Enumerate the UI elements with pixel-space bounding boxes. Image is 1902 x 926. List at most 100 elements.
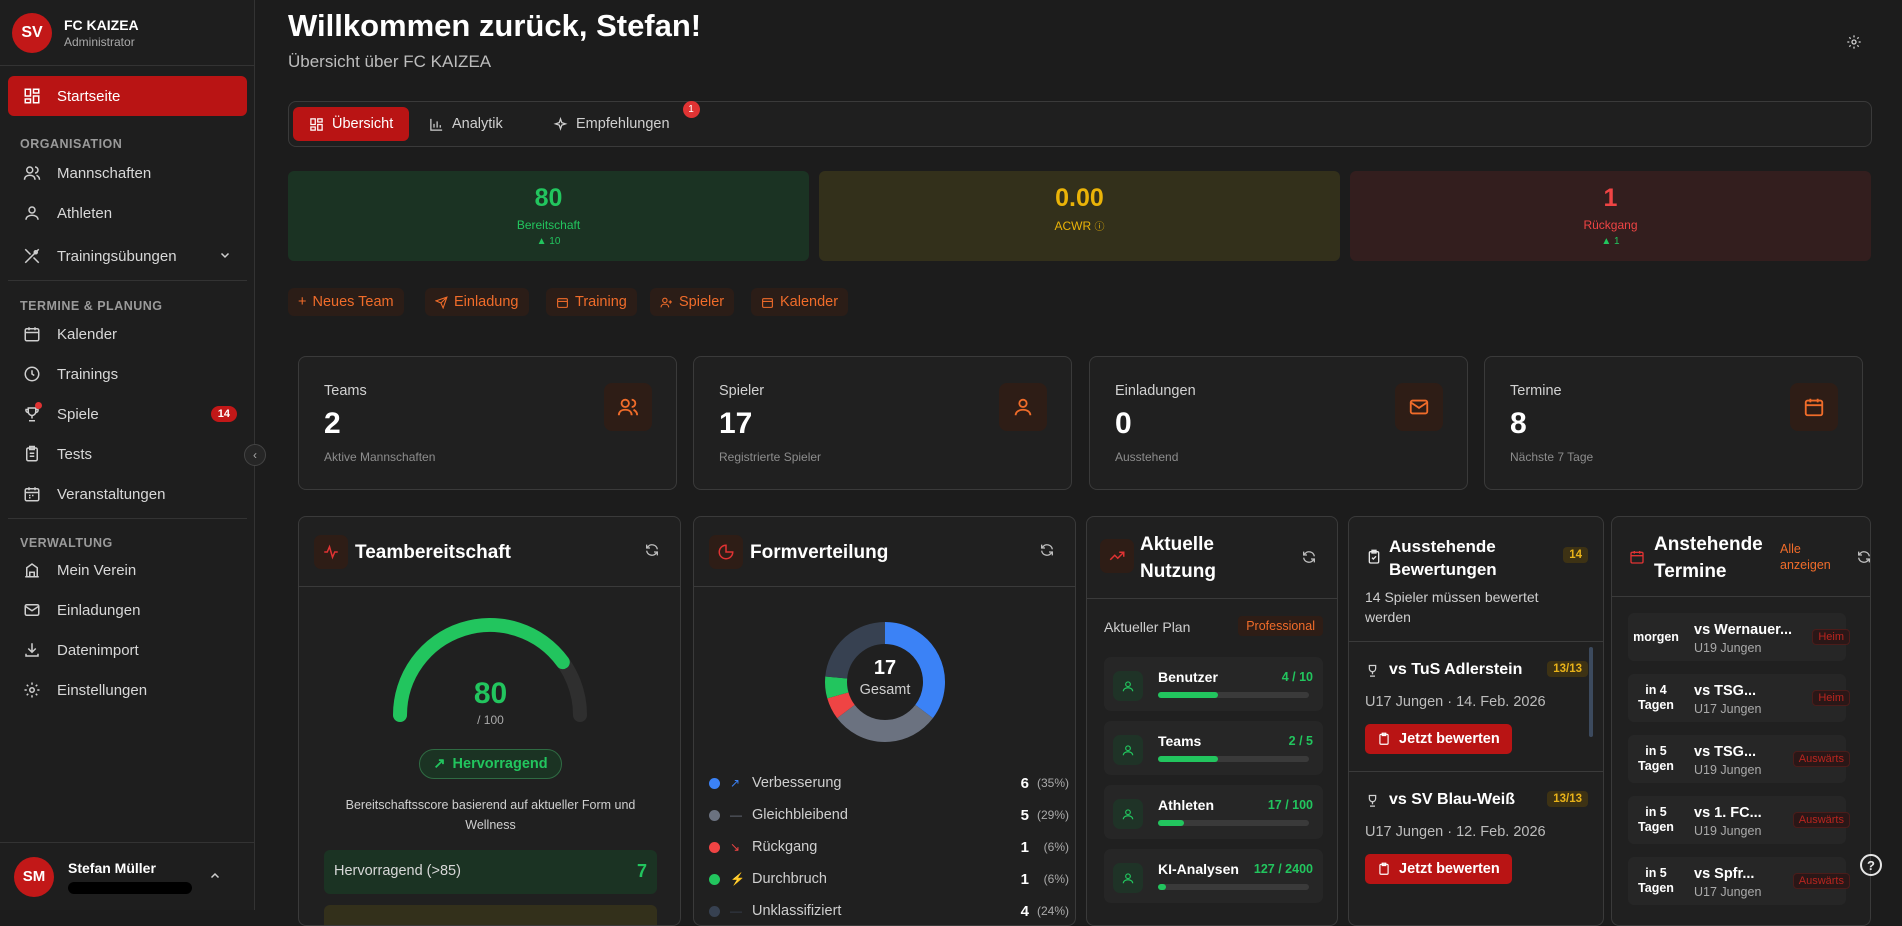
- legend-trend-icon: —: [730, 808, 742, 822]
- donut-segment-1: [837, 704, 933, 742]
- gear-icon[interactable]: [1846, 34, 1862, 55]
- event-when: in 5 Tagen: [1638, 805, 1674, 834]
- refresh-icon[interactable]: [1039, 542, 1055, 563]
- evaluate-now-button[interactable]: Jetzt bewerten: [1365, 724, 1512, 754]
- sidebar-item-label: Startseite: [57, 87, 121, 105]
- upcoming-event-item[interactable]: in 5 Tagen vs 1. FC... U19 Jungen Auswärts: [1628, 796, 1850, 844]
- stat-subtitle: Nächste 7 Tage: [1510, 450, 1594, 464]
- notification-dot: [35, 402, 42, 409]
- legend-trend-icon: ↘: [730, 840, 741, 854]
- section-admin: VERWALTUNG: [20, 536, 113, 550]
- upcoming-event-item[interactable]: in 5 Tagen vs TSG... U19 Jungen Auswärts: [1628, 735, 1850, 783]
- chevron-left-icon: ‹: [253, 448, 257, 462]
- stat-card-invites[interactable]: Einladungen 0 Ausstehend: [1089, 356, 1468, 490]
- upcoming-event-item[interactable]: in 5 Tagen vs Spfr... U17 Jungen Auswärts: [1628, 857, 1850, 905]
- sidebar-item-label: Athleten: [57, 204, 113, 222]
- help-button[interactable]: ?: [1860, 854, 1882, 876]
- invite-button[interactable]: Einladung: [425, 288, 529, 316]
- upcoming-events-card: Anstehende Termine Alle anzeigen morgen v…: [1611, 516, 1871, 926]
- training-button[interactable]: Training: [546, 288, 637, 316]
- collapse-sidebar-button[interactable]: ‹: [244, 444, 266, 466]
- sidebar-item-import[interactable]: Datenimport: [8, 630, 247, 670]
- button-label: Jetzt bewerten: [1399, 731, 1500, 747]
- player-button[interactable]: Spieler: [650, 288, 735, 316]
- event-team: U17 Jungen: [1694, 702, 1762, 716]
- evaluation-opponent: vs SV Blau-Weiß: [1389, 791, 1515, 808]
- sidebar-item-events[interactable]: Veranstaltungen: [8, 474, 247, 514]
- chevron-up-icon[interactable]: [209, 869, 221, 887]
- refresh-icon[interactable]: [1856, 549, 1870, 570]
- sidebar-item-drills[interactable]: Trainingsübungen: [8, 236, 247, 276]
- card-header: Anstehende Termine Alle anzeigen: [1612, 517, 1870, 597]
- sidebar-item-games[interactable]: Spiele 14: [8, 394, 247, 434]
- sidebar-item-home[interactable]: Startseite: [8, 76, 247, 116]
- bar-chart-icon: [430, 118, 443, 131]
- download-icon: [22, 640, 42, 660]
- tab-analytics[interactable]: Analytik: [413, 107, 519, 141]
- kpi-decline: 1 Rückgang ▲ 1: [1350, 171, 1871, 261]
- refresh-icon[interactable]: [1301, 549, 1317, 570]
- stat-card-teams[interactable]: Teams 2 Aktive Mannschaften: [298, 356, 677, 490]
- usage-bar: [1158, 884, 1309, 890]
- sidebar-item-settings[interactable]: Einstellungen: [8, 670, 247, 710]
- building-icon: [22, 560, 42, 580]
- calendar-icon: [557, 297, 568, 308]
- button-label: Kalender: [780, 294, 839, 310]
- sidebar-item-invites[interactable]: Einladungen: [8, 590, 247, 630]
- trophy-icon: [1365, 793, 1380, 813]
- sidebar-item-tests[interactable]: Tests: [8, 434, 247, 474]
- stat-subtitle: Ausstehend: [1115, 450, 1179, 464]
- tab-recommendations[interactable]: Empfehlungen 1: [537, 101, 700, 141]
- calendar-icon: [22, 324, 42, 344]
- tab-overview[interactable]: Übersicht: [293, 107, 410, 141]
- clipboard-icon: [22, 444, 42, 464]
- form-legend-row: — Unklassifiziert 4 (24%): [709, 901, 1069, 921]
- usage-name: KI-Analysen: [1158, 861, 1239, 877]
- event-when: in 5 Tagen: [1638, 744, 1674, 773]
- clipboard-icon: [1379, 862, 1389, 875]
- usage-bar: [1158, 692, 1309, 698]
- user-icon: [999, 383, 1047, 431]
- legend-count: 6: [1020, 774, 1029, 792]
- gauge-fill: [393, 618, 570, 722]
- evaluate-now-button[interactable]: Jetzt bewerten: [1365, 854, 1512, 884]
- stat-card-players[interactable]: Spieler 17 Registrierte Spieler: [693, 356, 1072, 490]
- user-icon: [22, 203, 42, 223]
- org-header[interactable]: SV FC KAIZEA Administrator: [0, 0, 254, 66]
- scrollbar[interactable]: [1589, 647, 1593, 737]
- kpi-value: 1: [1603, 184, 1618, 212]
- sidebar-item-trainings[interactable]: Trainings: [8, 354, 247, 394]
- send-icon: [435, 295, 448, 309]
- usage-row: Athleten 17 / 100: [1104, 785, 1323, 839]
- readiness-description: Bereitschaftsscore basierend auf aktuell…: [345, 798, 636, 832]
- card-title: Anstehende Termine: [1654, 534, 1763, 582]
- show-all-link[interactable]: Alle anzeigen: [1780, 542, 1831, 572]
- sidebar-item-label: Trainingsübungen: [57, 247, 177, 265]
- refresh-icon[interactable]: [644, 542, 660, 563]
- sidebar-item-calendar[interactable]: Kalender: [8, 314, 247, 354]
- sidebar-item-athletes[interactable]: Athleten: [8, 193, 247, 233]
- calendar-icon: [762, 297, 773, 308]
- upcoming-event-item[interactable]: in 4 Tagen vs TSG... U17 Jungen Heim: [1628, 674, 1850, 722]
- pie-chart-icon: [709, 535, 743, 569]
- user-menu[interactable]: SM Stefan Müller: [0, 842, 255, 910]
- upcoming-event-item[interactable]: morgen vs Wernauer... U19 Jungen Heim: [1628, 613, 1850, 661]
- legend-percent: (24%): [1036, 904, 1069, 918]
- event-opponent: vs 1. FC...: [1694, 805, 1762, 821]
- info-icon[interactable]: ⓘ: [1094, 222, 1105, 233]
- card-header: Aktuelle Nutzung: [1087, 517, 1337, 599]
- users-icon: [604, 383, 652, 431]
- button-label: Neues Team: [312, 294, 394, 310]
- calendar-button[interactable]: Kalender: [751, 288, 849, 316]
- clipboard-icon: [1379, 732, 1389, 745]
- sidebar-item-club[interactable]: Mein Verein: [8, 550, 247, 590]
- clipboard-check-icon: [1366, 549, 1382, 570]
- kpi-acwr: 0.00 ACWR ⓘ: [819, 171, 1340, 261]
- evaluation-item: vs SV Blau-Weiß 13/13 U17 Jungen · 12. F…: [1349, 771, 1603, 901]
- stat-card-events[interactable]: Termine 8 Nächste 7 Tage: [1484, 356, 1863, 490]
- usage-name: Benutzer: [1158, 669, 1218, 685]
- sidebar-item-teams[interactable]: Mannschaften: [8, 153, 247, 193]
- usage-bar-fill: [1158, 884, 1166, 890]
- new-team-button[interactable]: + Neues Team: [288, 288, 404, 316]
- chevron-down-icon[interactable]: [219, 248, 231, 265]
